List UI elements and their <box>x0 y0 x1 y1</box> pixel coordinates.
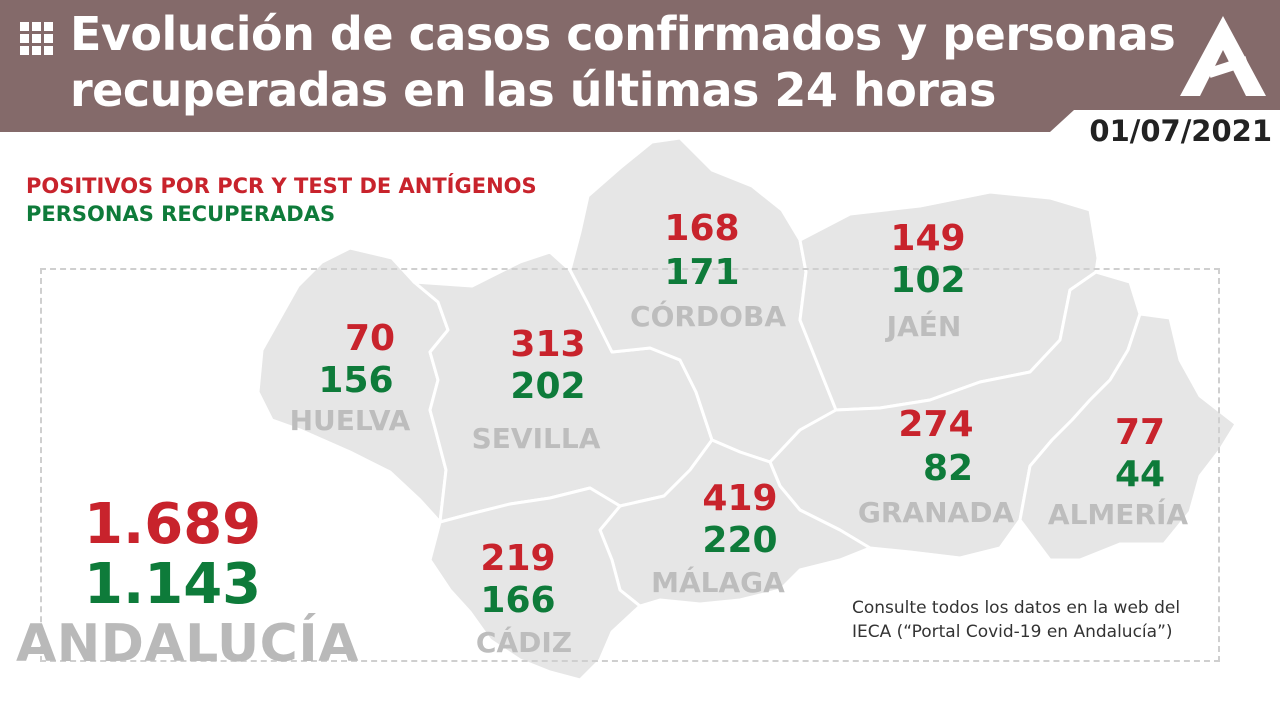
report-date: 01/07/2021 <box>1089 114 1272 148</box>
total-recovered: 1.143 <box>84 552 262 617</box>
malaga-recovered: 220 <box>702 520 778 561</box>
jaen-recovered: 102 <box>890 260 966 301</box>
title-line-1: Evolución de casos confirmados y persona… <box>70 7 1176 61</box>
source-note: Consulte todos los datos en la web del I… <box>852 596 1212 644</box>
cadiz-label: CÁDIZ <box>475 626 573 659</box>
legend-recovered: PERSONAS RECUPERADAS <box>26 202 336 226</box>
andalucia-frame <box>40 268 1220 662</box>
malaga-label: MÁLAGA <box>651 566 785 599</box>
huelva-positives: 70 <box>344 318 396 359</box>
total-positives: 1.689 <box>84 492 262 557</box>
sevilla-label: SEVILLA <box>471 422 601 455</box>
title-line-2: recuperadas en las últimas 24 horas <box>70 63 996 117</box>
almeria-label: ALMERÍA <box>1047 498 1189 531</box>
province-shape-almeria <box>1018 312 1238 562</box>
cordoba-label: CÓRDOBA <box>630 300 786 333</box>
sevilla-recovered: 202 <box>510 366 586 407</box>
cadiz-positives: 219 <box>480 538 556 579</box>
junta-andalucia-logo <box>1180 16 1266 96</box>
malaga-positives: 419 <box>702 478 778 519</box>
huelva-label: HUELVA <box>289 404 411 437</box>
grid-icon <box>20 22 53 55</box>
cordoba-recovered: 171 <box>664 252 740 293</box>
date-tab-corner <box>1050 110 1074 132</box>
date-box <box>1074 110 1280 158</box>
province-shape-cadiz <box>428 486 642 682</box>
legend-positives: POSITIVOS POR PCR Y TEST DE ANTÍGENOS <box>26 174 537 198</box>
jaen-label: JAÉN <box>886 310 962 343</box>
granada-positives: 274 <box>898 404 974 445</box>
page-title: Evolución de casos confirmados y persona… <box>70 6 1176 118</box>
cadiz-recovered: 166 <box>480 580 556 621</box>
jaen-positives: 149 <box>890 218 966 259</box>
granada-label: GRANADA <box>857 496 1015 529</box>
region-label: ANDALUCÍA <box>16 614 359 674</box>
sevilla-positives: 313 <box>510 324 586 365</box>
almeria-positives: 77 <box>1114 412 1166 453</box>
source-note-line-2: IECA (“Portal Covid-19 en Andalucía”) <box>852 622 1173 642</box>
almeria-recovered: 44 <box>1114 454 1166 495</box>
header-banner: Evolución de casos confirmados y persona… <box>0 0 1280 132</box>
cordoba-positives: 168 <box>664 208 740 249</box>
source-note-line-1: Consulte todos los datos en la web del <box>852 598 1181 618</box>
granada-recovered: 82 <box>922 448 974 489</box>
huelva-recovered: 156 <box>318 360 394 401</box>
